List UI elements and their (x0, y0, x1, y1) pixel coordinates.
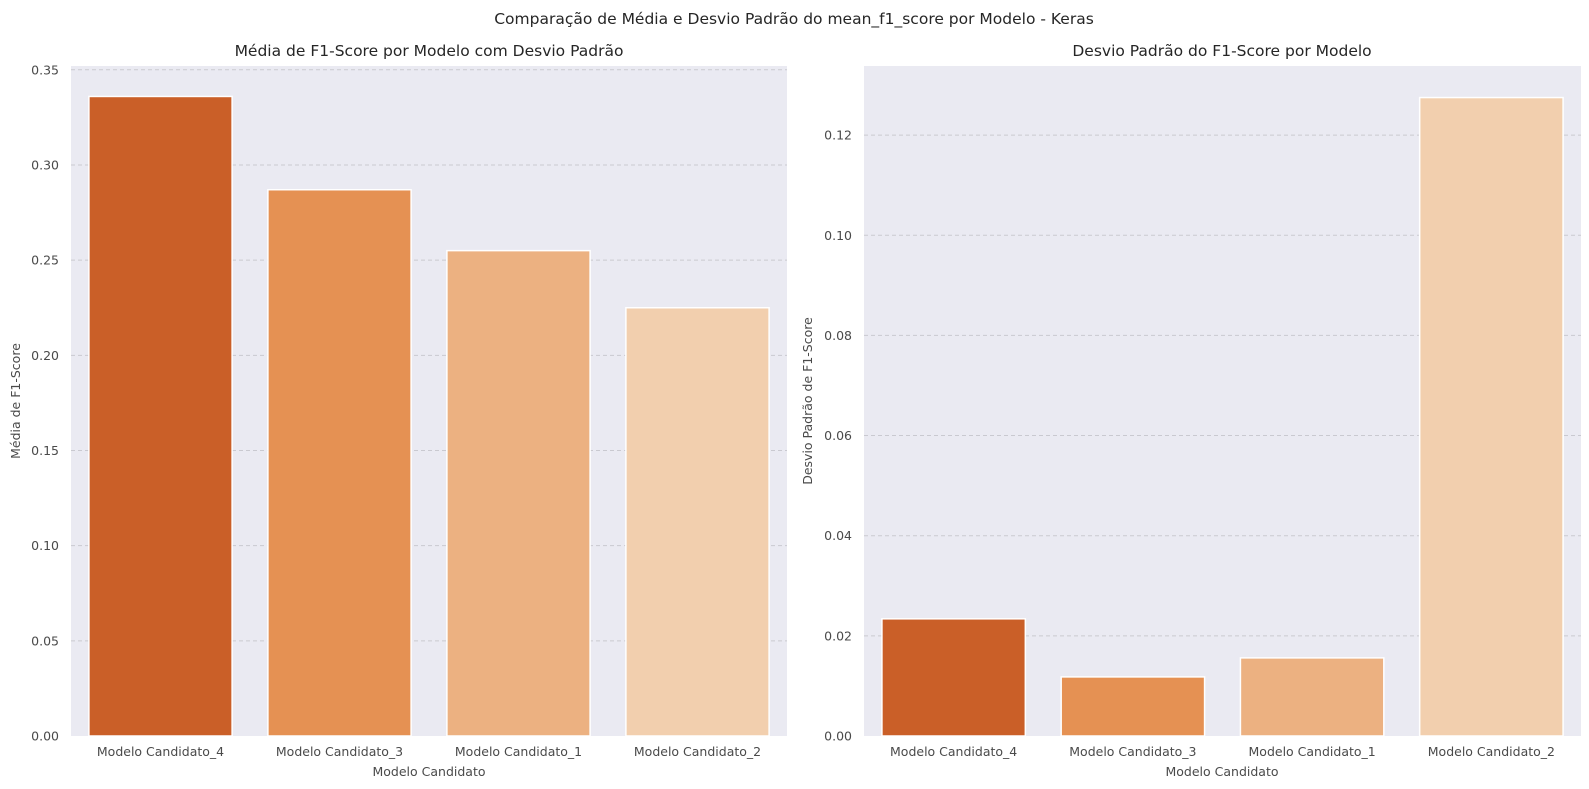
x-tick-label: Modelo Candidato_1 (455, 744, 582, 759)
bar (1239, 657, 1385, 737)
y-tick-label: 0.15 (31, 443, 59, 458)
x-tick-label: Modelo Candidato_4 (890, 744, 1017, 759)
title-std: Desvio Padrão do F1-Score por Modelo (1072, 42, 1371, 60)
bar (1060, 676, 1206, 737)
y-tick-label: 0.20 (31, 348, 59, 363)
y-tick-label: 0.10 (824, 228, 852, 243)
title-mean: Média de F1-Score por Modelo com Desvio … (235, 42, 624, 60)
bar (1418, 96, 1564, 737)
bars-std (881, 96, 1564, 737)
ylabel-std: Desvio Padrão de F1-Score (800, 317, 815, 485)
y-tick-label: 0.35 (31, 62, 59, 77)
bar (267, 188, 412, 737)
x-tick-label: Modelo Candidato_1 (1249, 744, 1376, 759)
y-tick-label: 0.04 (824, 528, 852, 543)
bar (625, 306, 770, 737)
bar (446, 249, 591, 737)
x-ticks-mean: Modelo Candidato_4 Modelo Candidato_3 Mode… (97, 744, 761, 759)
x-tick-label: Modelo Candidato_3 (1069, 744, 1196, 759)
suptitle: Comparação de Média e Desvio Padrão do m… (494, 10, 1094, 29)
y-tick-label: 0.08 (824, 328, 852, 343)
y-tick-label: 0.12 (824, 128, 852, 143)
y-tick-label: 0.00 (824, 729, 852, 744)
x-tick-label: Modelo Candidato_3 (276, 744, 403, 759)
x-ticks-std: Modelo Candidato_4 Modelo Candidato_3 Mode… (890, 744, 1555, 759)
panel-mean: 0.00 0.05 0.10 0.15 0.20 0.25 0.30 0.35 Modelo … (8, 42, 787, 779)
y-tick-label: 0.06 (824, 428, 852, 443)
x-tick-label: Modelo Candidato_4 (97, 744, 224, 759)
xlabel-mean: Modelo Candidato (372, 764, 485, 779)
y-ticks-mean: 0.00 0.05 0.10 0.15 0.20 0.25 0.30 0.35 (31, 62, 59, 743)
bars-mean (88, 95, 770, 737)
y-tick-label: 0.30 (31, 157, 59, 172)
x-tick-label: Modelo Candidato_2 (1428, 744, 1555, 759)
y-tick-label: 0.00 (31, 729, 59, 744)
panel-std: 0.00 0.02 0.04 0.06 0.08 0.10 0.12 Modelo Cand… (800, 42, 1581, 779)
y-tick-label: 0.10 (31, 538, 59, 553)
y-tick-label: 0.05 (31, 633, 59, 648)
y-ticks-std: 0.00 0.02 0.04 0.06 0.08 0.10 0.12 (824, 128, 852, 744)
x-tick-label: Modelo Candidato_2 (634, 744, 761, 759)
y-tick-label: 0.25 (31, 253, 59, 268)
xlabel-std: Modelo Candidato (1165, 764, 1278, 779)
y-tick-label: 0.02 (824, 628, 852, 643)
ylabel-mean: Média de F1-Score (8, 343, 23, 459)
bar (881, 618, 1027, 737)
bar (88, 95, 233, 737)
